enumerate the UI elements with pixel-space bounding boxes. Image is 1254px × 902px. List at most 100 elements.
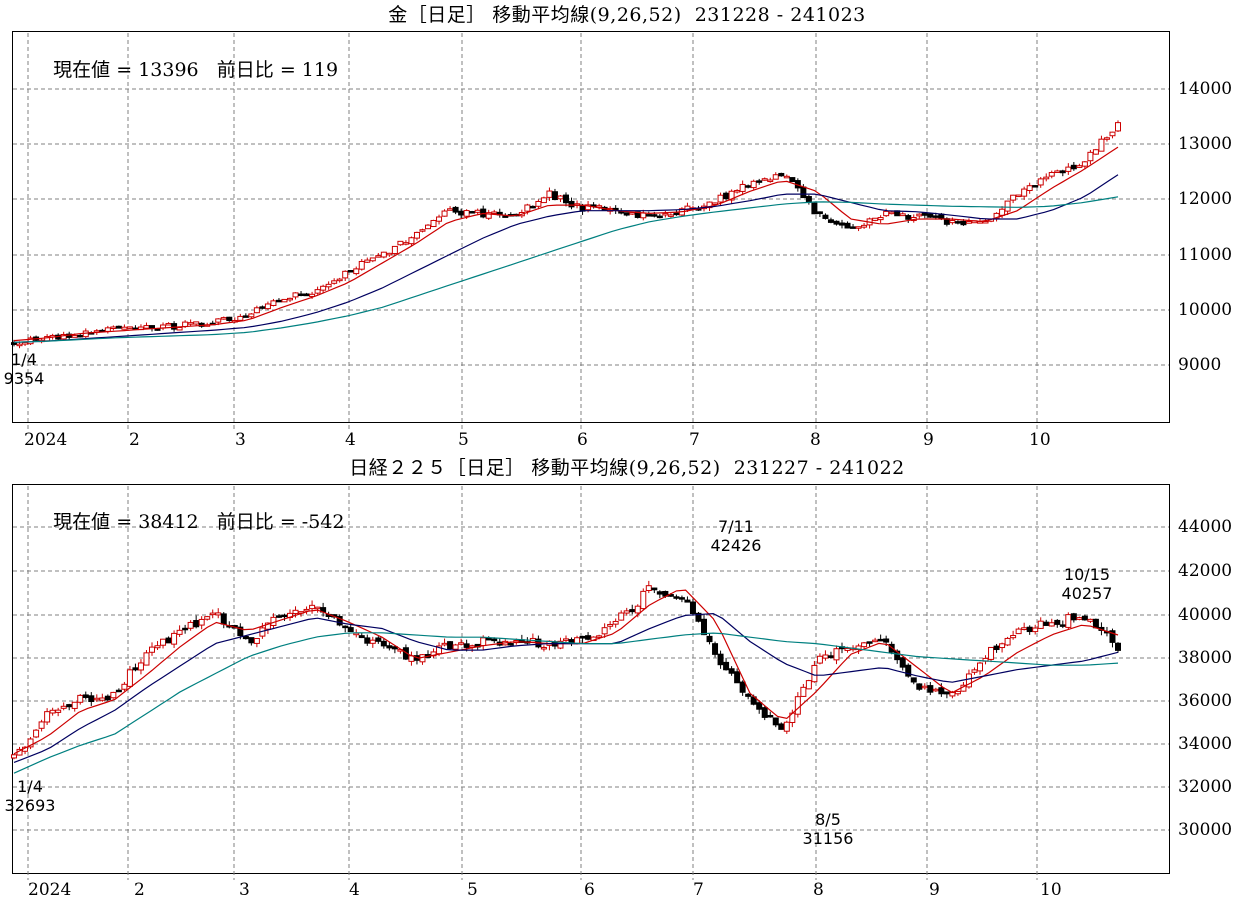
candle: [347, 270, 354, 273]
candle: [49, 709, 56, 714]
x-tick: 6: [577, 430, 588, 450]
candle: [540, 646, 547, 650]
x-tick: 2: [134, 880, 145, 900]
candle: [237, 626, 244, 637]
candle: [391, 646, 398, 650]
candle: [325, 283, 332, 288]
candle: [535, 200, 542, 207]
candle: [1065, 614, 1072, 628]
candle: [623, 212, 630, 216]
moving-average-line-ma52: [13, 632, 1119, 774]
candle: [60, 705, 67, 709]
candle: [463, 643, 470, 648]
candle: [971, 669, 978, 673]
x-tick: 4: [345, 430, 356, 450]
candle: [927, 213, 934, 218]
candle: [27, 337, 34, 345]
candle: [883, 210, 890, 217]
candle: [706, 201, 713, 209]
candle: [331, 280, 338, 284]
candle: [1059, 624, 1066, 627]
candle: [695, 612, 702, 622]
candle: [1043, 621, 1050, 626]
candle: [1081, 615, 1088, 621]
candle: [364, 637, 371, 644]
candle: [1115, 642, 1121, 651]
candle: [270, 300, 277, 306]
candle: [1010, 635, 1017, 639]
candle: [71, 701, 78, 709]
candle: [264, 622, 271, 630]
candle: [259, 306, 266, 309]
candle: [126, 669, 133, 687]
candle: [866, 641, 873, 644]
annotation-recent-high: 10/15 40257: [1061, 565, 1113, 603]
candle: [816, 211, 823, 215]
candle: [651, 587, 658, 591]
candle: [1092, 149, 1099, 155]
x-tick: 2024: [28, 880, 72, 900]
candle: [662, 212, 669, 216]
candle: [165, 637, 172, 644]
candle: [452, 206, 459, 213]
candle: [303, 608, 310, 612]
candle: [728, 668, 735, 674]
y-tick: 12000: [1178, 189, 1233, 209]
candle: [778, 172, 785, 177]
candle: [739, 183, 746, 192]
candle: [480, 637, 487, 647]
candle: [298, 293, 305, 296]
candle: [783, 721, 790, 732]
y-tick: 30000: [1178, 820, 1233, 840]
candle: [1065, 166, 1072, 172]
candle: [193, 620, 200, 628]
candle: [1048, 622, 1055, 627]
candle: [165, 322, 172, 326]
candle: [1054, 619, 1061, 625]
candle: [899, 213, 906, 217]
candle: [927, 685, 934, 693]
candle: [977, 662, 983, 672]
candle: [402, 647, 409, 660]
candle: [375, 637, 382, 642]
candle: [458, 210, 465, 216]
current-value: 38412: [138, 511, 199, 533]
candle: [607, 623, 614, 627]
candle: [767, 179, 774, 183]
candle: [1015, 194, 1022, 198]
y-tick: 14000: [1178, 79, 1233, 99]
candle: [551, 191, 558, 201]
candle: [756, 702, 763, 710]
candle: [33, 729, 40, 738]
candle: [723, 192, 730, 200]
candle: [839, 222, 845, 226]
candle: [712, 643, 719, 655]
candle: [287, 297, 293, 301]
candle: [1076, 617, 1083, 620]
candle: [1004, 200, 1011, 212]
y-tick: 34000: [1178, 734, 1233, 754]
candle: [921, 685, 928, 689]
candle: [1070, 613, 1077, 621]
candle: [507, 643, 514, 646]
candle: [115, 689, 122, 693]
candle: [557, 640, 564, 649]
gold-chart-panel: 金［日足］ 移動平均線(9,26,52) 231228 - 241023 現在値…: [3, 4, 1233, 450]
candle: [369, 639, 376, 644]
candle: [1109, 630, 1116, 643]
change-label: 前日比: [216, 511, 274, 533]
candle: [248, 313, 255, 318]
low-annotation: 1/4 9354: [3, 350, 45, 388]
y-tick: 10000: [1178, 300, 1233, 320]
candle: [965, 673, 972, 688]
moving-average-line-ma52: [13, 196, 1119, 343]
candle: [734, 671, 741, 684]
x-tick: 8: [813, 880, 824, 900]
candle: [943, 691, 950, 695]
candle: [171, 323, 178, 330]
candle: [1026, 185, 1033, 191]
x-tick: 4: [349, 880, 360, 900]
candle: [1015, 628, 1022, 635]
x-tick: 8: [810, 430, 821, 450]
